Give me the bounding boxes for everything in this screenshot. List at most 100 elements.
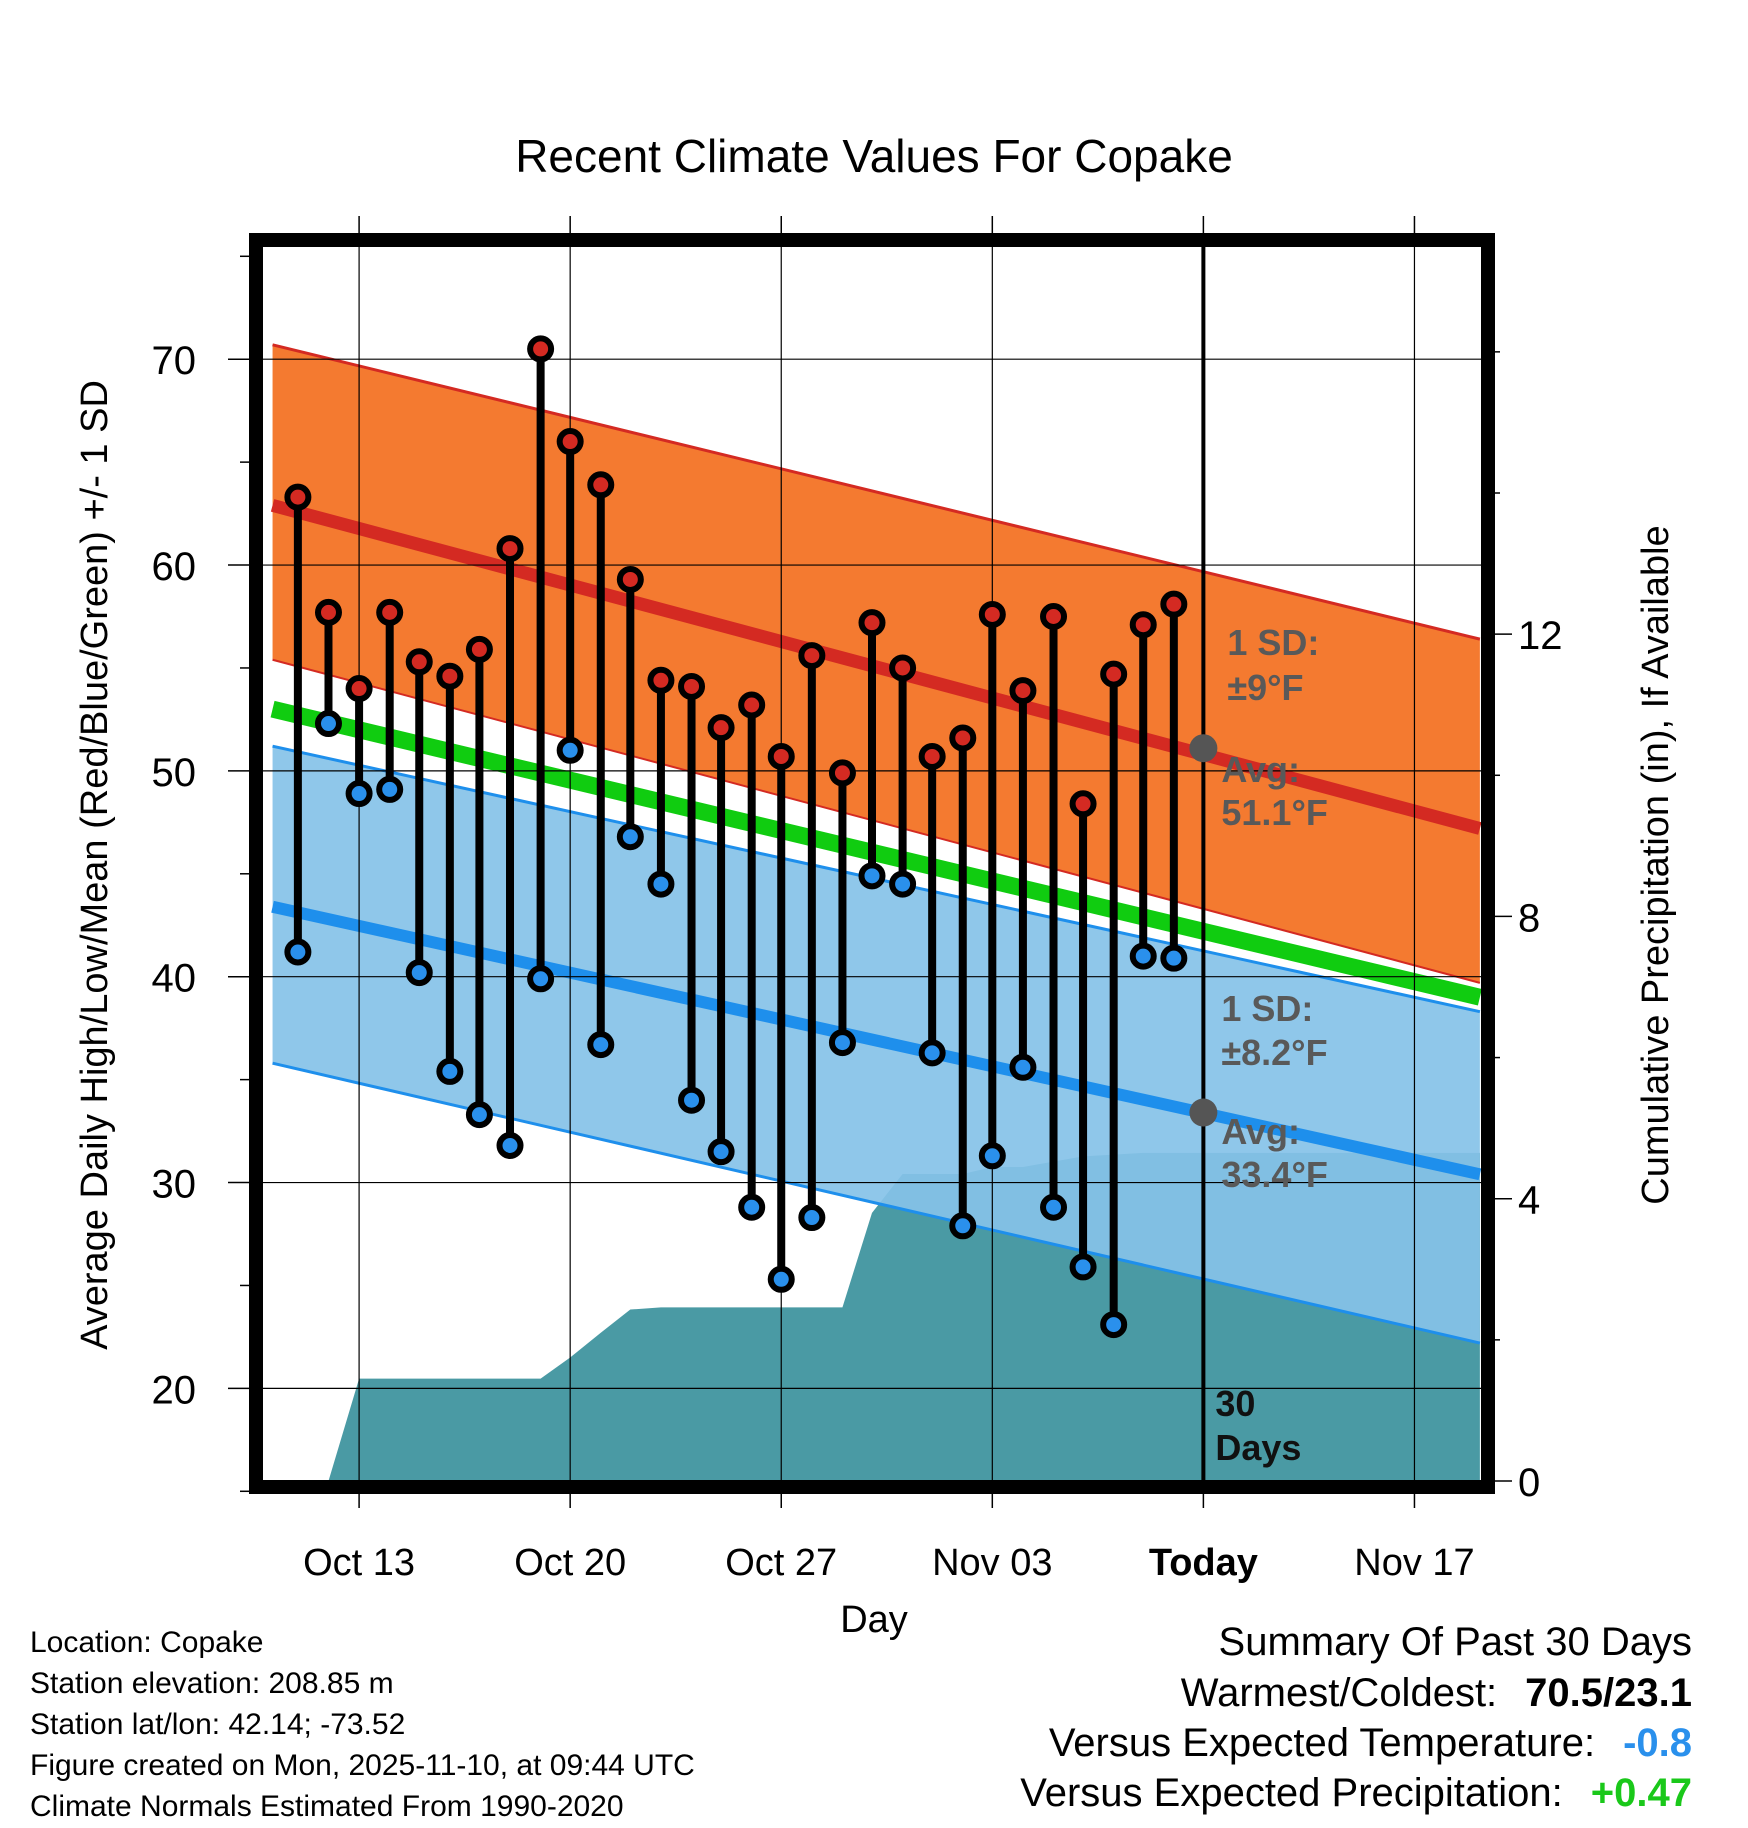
summary-warmest-row: Warmest/Coldest: 70.5/23.1 (1181, 1671, 1692, 1716)
daily-high-point (949, 724, 977, 752)
summary-temp-row: Versus Expected Temperature: -0.8 (1049, 1721, 1692, 1766)
summary-title: Summary Of Past 30 Days (1218, 1620, 1692, 1664)
created-text: Figure created on Mon, 2025-11-10, at 09… (30, 1749, 695, 1782)
daily-low-point (436, 1057, 464, 1085)
daily-high-point (858, 609, 886, 637)
daily-high-point (587, 471, 615, 499)
daily-low-point (1069, 1253, 1097, 1281)
normals-text: Climate Normals Estimated From 1990-2020 (30, 1790, 624, 1823)
daily-high-point (556, 428, 584, 456)
daily-high-point (767, 742, 795, 770)
daily-high-point (1129, 611, 1157, 639)
x-tick-label: Today (1149, 1542, 1258, 1584)
y-tick-label: 60 (152, 545, 197, 589)
daily-high-point (616, 565, 644, 593)
daily-low-point (978, 1142, 1006, 1170)
y-tick-label: 30 (152, 1163, 197, 1207)
daily-high-point (1160, 590, 1188, 618)
x-tick-label: Oct 27 (725, 1542, 837, 1584)
y2-tick-label: 0 (1518, 1461, 1540, 1505)
today-avg-low-marker (1189, 1098, 1218, 1127)
daily-low-point (918, 1039, 946, 1067)
summary-precip-label: Versus Expected Precipitation: (1020, 1771, 1563, 1815)
chart-title: Recent Climate Values For Copake (515, 130, 1233, 182)
daily-high-point (345, 675, 373, 703)
daily-low-point (738, 1193, 766, 1221)
daily-high-point (1069, 790, 1097, 818)
summary-precip-row: Versus Expected Precipitation: +0.47 (1020, 1771, 1692, 1816)
x-axis-title: Day (840, 1599, 908, 1641)
daily-high-point (678, 672, 706, 700)
daily-high-point (496, 535, 524, 563)
daily-low-point (496, 1131, 524, 1159)
x-tick-label: Nov 17 (1354, 1542, 1474, 1584)
y2-axis-title: Cumulative Precipitation (in), If Availa… (1635, 525, 1677, 1204)
daily-low-point (949, 1212, 977, 1240)
daily-low-point (647, 870, 675, 898)
y2-tick-label: 8 (1518, 896, 1540, 940)
summary-temp-label: Versus Expected Temperature: (1048, 1721, 1596, 1765)
daily-low-point (798, 1204, 826, 1232)
elevation-text: Station elevation: 208.85 m (30, 1667, 394, 1700)
days-count-label: 30 (1215, 1383, 1255, 1424)
mean-normal-line (270, 700, 1482, 1006)
daily-high-point (978, 600, 1006, 628)
plot-frame (249, 233, 1495, 1494)
daily-low-point (1160, 944, 1188, 972)
daily-high-point (889, 654, 917, 682)
low-avg-value: 33.4°F (1221, 1154, 1327, 1195)
daily-low-point (465, 1101, 493, 1129)
daily-low-point (345, 780, 373, 808)
x-tick-label: Oct 20 (514, 1542, 626, 1584)
daily-high-point (465, 635, 493, 663)
daily-high-point (527, 335, 555, 363)
daily-high-point (828, 759, 856, 787)
low-sd-label: 1 SD: (1221, 988, 1313, 1029)
daily-low-point (678, 1086, 706, 1114)
daily-high-point (738, 691, 766, 719)
y2-tick-label: 4 (1518, 1179, 1540, 1223)
high-normal-line (270, 499, 1482, 835)
latlon-text: Station lat/lon: 42.14; -73.52 (30, 1708, 406, 1741)
location-text: Location: Copake (30, 1626, 264, 1659)
daily-high-point (918, 742, 946, 770)
y-axis-title: Average Daily High/Low/Mean (Red/Blue/Gr… (74, 380, 116, 1350)
summary-warmest-label: Warmest/Coldest: (1180, 1671, 1498, 1715)
daily-high-point (1100, 660, 1128, 688)
y-tick-label: 40 (152, 957, 197, 1001)
daily-low-point (767, 1265, 795, 1293)
daily-low-point (376, 775, 404, 803)
daily-high-point (1009, 677, 1037, 705)
daily-high-point (376, 598, 404, 626)
x-tick-label: Nov 03 (932, 1542, 1052, 1584)
low-sd-value: ±8.2°F (1221, 1032, 1327, 1073)
daily-low-point (889, 870, 917, 898)
daily-high-point (647, 666, 675, 694)
daily-high-point (1040, 603, 1068, 630)
daily-low-point (616, 823, 644, 851)
daily-low-point (1100, 1311, 1128, 1339)
daily-low-point (405, 959, 433, 987)
y-tick-label: 70 (152, 339, 197, 383)
daily-low-point (314, 710, 342, 738)
y-tick-label: 50 (152, 751, 197, 795)
daily-low-point (828, 1029, 856, 1057)
daily-low-point (587, 1031, 615, 1059)
high-avg-value: 51.1°F (1221, 792, 1327, 833)
high-sd-label: 1 SD: (1227, 622, 1319, 663)
daily-high-point (405, 648, 433, 676)
daily-high-point (798, 642, 826, 670)
daily-low-point (1129, 942, 1157, 970)
daily-low-point (527, 965, 555, 993)
daily-high-point (707, 714, 735, 742)
daily-high-point (314, 598, 342, 626)
daily-low-point (858, 862, 886, 890)
today-avg-high-marker (1189, 734, 1218, 763)
daily-low-point (1009, 1053, 1037, 1081)
low-normal-line (271, 900, 1482, 1181)
daily-low-point (1040, 1193, 1068, 1221)
y2-tick-label: 12 (1518, 614, 1563, 658)
x-tick-label: Oct 13 (303, 1542, 415, 1584)
summary-warmest-value: 70.5/23.1 (1525, 1671, 1692, 1715)
daily-low-point (556, 736, 584, 764)
